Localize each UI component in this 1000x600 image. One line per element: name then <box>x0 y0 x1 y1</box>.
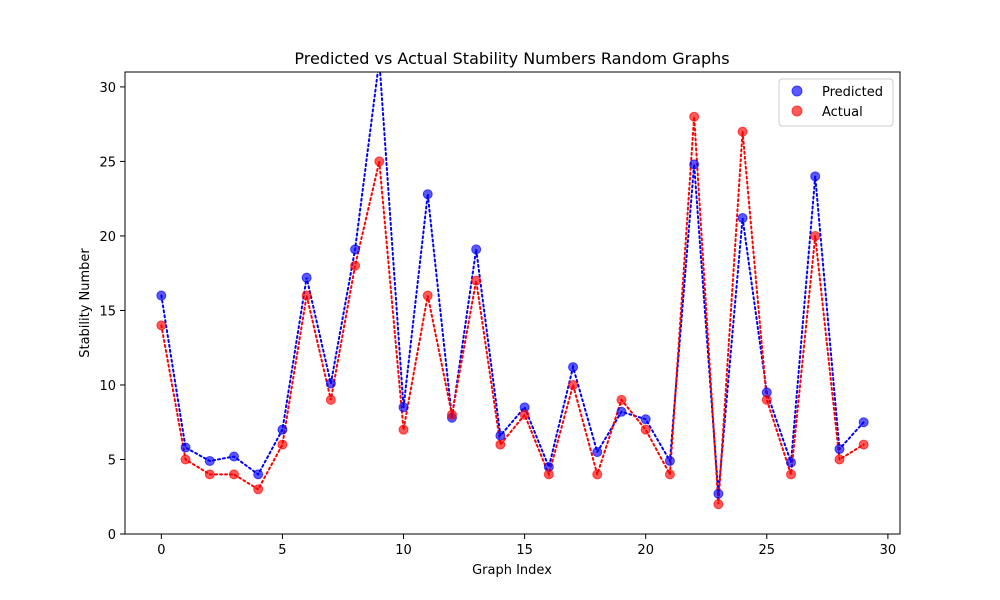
x-tick-label: 10 <box>395 543 412 558</box>
data-point-actual <box>374 156 385 167</box>
data-point-actual <box>858 439 869 450</box>
data-point-actual <box>568 379 579 390</box>
data-point-actual <box>689 111 700 122</box>
data-point-predicted <box>253 469 264 480</box>
data-point-actual <box>737 126 748 137</box>
legend: Predicted Actual <box>778 78 894 127</box>
series-lines <box>160 72 865 505</box>
data-point-predicted <box>398 402 409 413</box>
data-point-actual <box>664 469 675 480</box>
series-points <box>156 111 869 510</box>
data-point-actual <box>834 454 845 465</box>
x-tick-label: 20 <box>637 543 654 558</box>
chart-title: Predicted vs Actual Stability Numbers Ra… <box>294 49 729 68</box>
data-point-predicted <box>737 213 748 224</box>
data-point-predicted <box>471 244 482 255</box>
data-point-predicted <box>228 451 239 462</box>
x-tick-label: 15 <box>516 543 533 558</box>
data-point-actual <box>350 260 361 271</box>
y-tick-label: 0 <box>108 528 116 543</box>
data-point-actual <box>616 394 627 405</box>
data-point-actual <box>180 454 191 465</box>
data-point-predicted <box>810 171 821 182</box>
data-point-predicted <box>180 442 191 453</box>
y-tick-label: 25 <box>99 155 116 170</box>
data-point-actual <box>592 469 603 480</box>
data-point-actual <box>446 409 457 420</box>
data-point-predicted <box>156 290 167 301</box>
legend-label-predicted: Predicted <box>822 85 883 100</box>
data-point-actual <box>277 439 288 450</box>
data-point-actual <box>519 409 530 420</box>
data-point-actual <box>422 290 433 301</box>
y-tick-label: 15 <box>99 304 116 319</box>
data-point-predicted <box>568 362 579 373</box>
data-point-predicted <box>277 424 288 435</box>
data-point-actual <box>761 394 772 405</box>
data-point-predicted <box>325 378 336 389</box>
series-line-predicted <box>160 72 865 494</box>
series-line-actual <box>160 116 865 505</box>
data-point-predicted <box>834 444 845 455</box>
data-point-actual <box>713 499 724 510</box>
data-point-predicted <box>786 457 797 468</box>
plot-frame <box>124 71 901 535</box>
data-point-predicted <box>350 244 361 255</box>
x-axis: 0 5 10 15 20 25 30 <box>157 534 896 558</box>
data-point-predicted <box>422 189 433 200</box>
x-tick-label: 25 <box>759 543 776 558</box>
data-point-predicted <box>713 488 724 499</box>
data-point-actual <box>301 290 312 301</box>
y-axis-title: Stability Number <box>78 248 93 358</box>
data-point-actual <box>786 469 797 480</box>
data-point-predicted <box>301 272 312 283</box>
y-tick-label: 30 <box>99 81 116 96</box>
data-point-predicted <box>640 414 651 425</box>
x-tick-label: 0 <box>157 543 165 558</box>
y-tick-label: 5 <box>108 453 116 468</box>
data-point-actual <box>253 484 264 495</box>
x-axis-title: Graph Index <box>472 563 552 578</box>
legend-marker-actual <box>791 105 803 117</box>
data-point-actual <box>810 230 821 241</box>
data-point-actual <box>204 469 215 480</box>
data-point-predicted <box>495 430 506 441</box>
data-point-actual <box>228 469 239 480</box>
legend-label-actual: Actual <box>822 105 863 120</box>
y-axis: 0 5 10 15 20 25 30 <box>99 81 125 543</box>
legend-box <box>778 78 894 127</box>
x-tick-label: 30 <box>880 543 897 558</box>
data-point-actual <box>471 275 482 286</box>
data-point-predicted <box>664 455 675 466</box>
data-point-actual <box>398 424 409 435</box>
y-tick-label: 20 <box>99 230 116 245</box>
y-tick-label: 10 <box>99 379 116 394</box>
data-point-actual <box>325 394 336 405</box>
data-point-predicted <box>204 455 215 466</box>
data-point-predicted <box>689 159 700 170</box>
data-point-predicted <box>858 417 869 428</box>
legend-marker-predicted <box>791 85 803 97</box>
data-point-predicted <box>616 406 627 417</box>
data-point-actual <box>495 439 506 450</box>
x-tick-label: 5 <box>278 543 286 558</box>
data-point-actual <box>640 424 651 435</box>
data-point-actual <box>543 469 554 480</box>
data-point-predicted <box>592 447 603 458</box>
data-point-actual <box>156 320 167 331</box>
